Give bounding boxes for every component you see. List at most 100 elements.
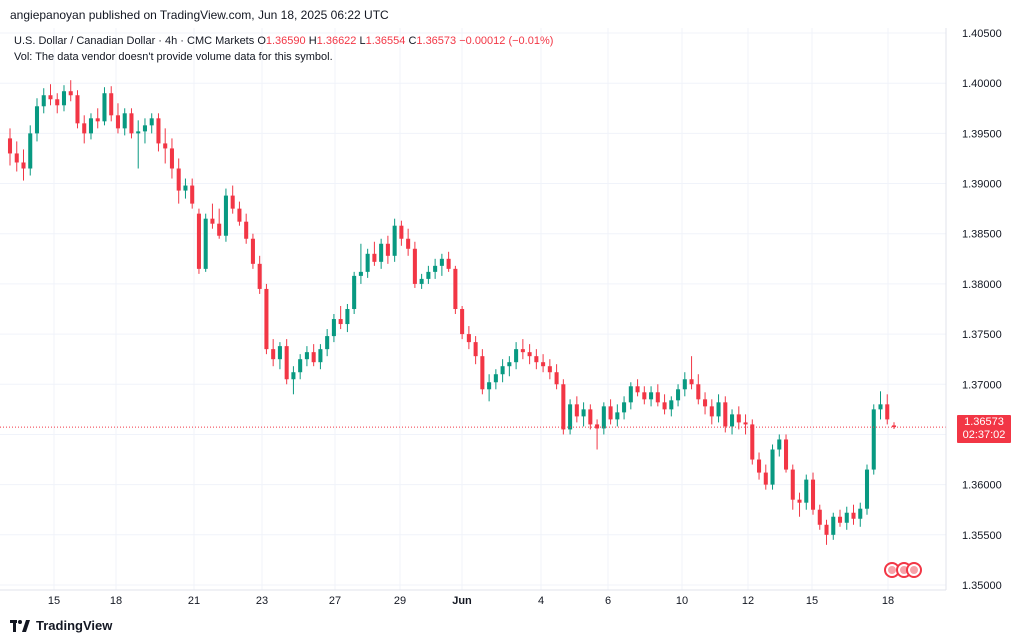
candle[interactable] — [61, 85, 67, 112]
event-flag-icon[interactable] — [906, 562, 922, 578]
candle[interactable] — [102, 87, 107, 126]
candle[interactable] — [95, 108, 100, 129]
candle[interactable] — [871, 404, 876, 475]
candle[interactable] — [156, 113, 161, 152]
candle[interactable] — [372, 241, 377, 266]
candle[interactable] — [662, 394, 667, 415]
candle[interactable] — [196, 208, 201, 274]
candle[interactable] — [311, 344, 316, 367]
candle[interactable] — [21, 149, 26, 181]
candle[interactable] — [858, 502, 863, 527]
candle[interactable] — [399, 220, 404, 246]
candle[interactable] — [864, 464, 870, 515]
candle[interactable] — [34, 98, 40, 142]
candle[interactable] — [82, 115, 87, 144]
candle[interactable] — [824, 519, 829, 545]
candle[interactable] — [804, 474, 809, 510]
candle[interactable] — [763, 464, 768, 490]
candle[interactable] — [129, 108, 134, 139]
candle[interactable] — [480, 349, 485, 395]
candle[interactable] — [230, 185, 235, 214]
candle[interactable] — [574, 396, 579, 423]
candle[interactable] — [176, 158, 181, 204]
candle[interactable] — [500, 359, 505, 383]
candle[interactable] — [851, 504, 856, 525]
candle[interactable] — [466, 326, 471, 350]
candle[interactable] — [223, 188, 228, 242]
candle[interactable] — [55, 93, 60, 114]
candle[interactable] — [743, 414, 748, 435]
candle[interactable] — [419, 273, 424, 289]
candle[interactable] — [122, 108, 127, 136]
candle[interactable] — [777, 434, 782, 457]
candle[interactable] — [595, 419, 600, 450]
candle[interactable] — [568, 399, 573, 435]
candle[interactable] — [736, 406, 741, 430]
candlestick-chart[interactable]: 1.40500 1.40000 1.39500 1.39000 1.38500 1.380… — [0, 28, 1024, 613]
candle[interactable] — [655, 384, 660, 407]
candle[interactable] — [264, 283, 269, 355]
candle[interactable] — [601, 402, 606, 435]
candle[interactable] — [352, 271, 357, 315]
candle[interactable] — [635, 379, 640, 397]
candle[interactable] — [844, 506, 849, 530]
candle[interactable] — [439, 253, 444, 276]
candle[interactable] — [622, 396, 627, 420]
candle[interactable] — [115, 103, 120, 134]
candle[interactable] — [379, 238, 384, 269]
candle[interactable] — [527, 344, 532, 365]
candle[interactable] — [547, 359, 552, 380]
candle[interactable] — [298, 354, 303, 380]
candle[interactable] — [784, 434, 789, 473]
candle[interactable] — [271, 339, 276, 367]
candle[interactable] — [345, 303, 350, 333]
candle[interactable] — [709, 399, 714, 425]
candle[interactable] — [304, 346, 309, 367]
candle[interactable] — [507, 356, 512, 377]
candle[interactable] — [277, 342, 282, 370]
candle[interactable] — [487, 374, 492, 402]
candle[interactable] — [878, 391, 883, 420]
candle[interactable] — [453, 265, 458, 315]
candle[interactable] — [493, 369, 498, 390]
candle[interactable] — [169, 138, 174, 179]
candle[interactable] — [588, 404, 593, 430]
candle[interactable] — [109, 86, 114, 122]
candle[interactable] — [790, 464, 795, 510]
candle[interactable] — [696, 374, 701, 405]
candle[interactable] — [385, 235, 390, 264]
candle[interactable] — [237, 201, 242, 226]
candle[interactable] — [750, 419, 755, 465]
candle[interactable] — [88, 113, 94, 140]
candle[interactable] — [41, 88, 46, 114]
candle[interactable] — [203, 213, 208, 272]
candle[interactable] — [541, 354, 546, 373]
candle[interactable] — [608, 399, 613, 425]
candle[interactable] — [837, 509, 843, 527]
candle[interactable] — [68, 80, 73, 102]
candle[interactable] — [48, 84, 53, 106]
candle[interactable] — [446, 251, 451, 272]
candle[interactable] — [649, 386, 654, 407]
candle[interactable] — [473, 336, 478, 365]
candle[interactable] — [682, 372, 687, 397]
candle[interactable] — [460, 305, 465, 340]
candle[interactable] — [14, 141, 19, 172]
price-axis[interactable]: 1.40500 1.40000 1.39500 1.39000 1.38500 1.380… — [962, 28, 1002, 592]
candle[interactable] — [217, 208, 222, 239]
candle[interactable] — [210, 203, 215, 229]
candle[interactable] — [891, 422, 897, 430]
candle[interactable] — [581, 402, 586, 427]
tradingview-footer[interactable]: TradingView — [10, 618, 112, 633]
candle[interactable] — [412, 241, 417, 288]
candle[interactable] — [149, 113, 154, 134]
candle[interactable] — [365, 248, 370, 278]
candle[interactable] — [885, 394, 890, 425]
candle[interactable] — [338, 305, 343, 330]
candle[interactable] — [325, 329, 330, 357]
candle[interactable] — [244, 213, 249, 244]
candle[interactable] — [730, 409, 735, 435]
candle[interactable] — [797, 492, 802, 517]
candle[interactable] — [716, 394, 721, 423]
candle[interactable] — [406, 228, 411, 256]
